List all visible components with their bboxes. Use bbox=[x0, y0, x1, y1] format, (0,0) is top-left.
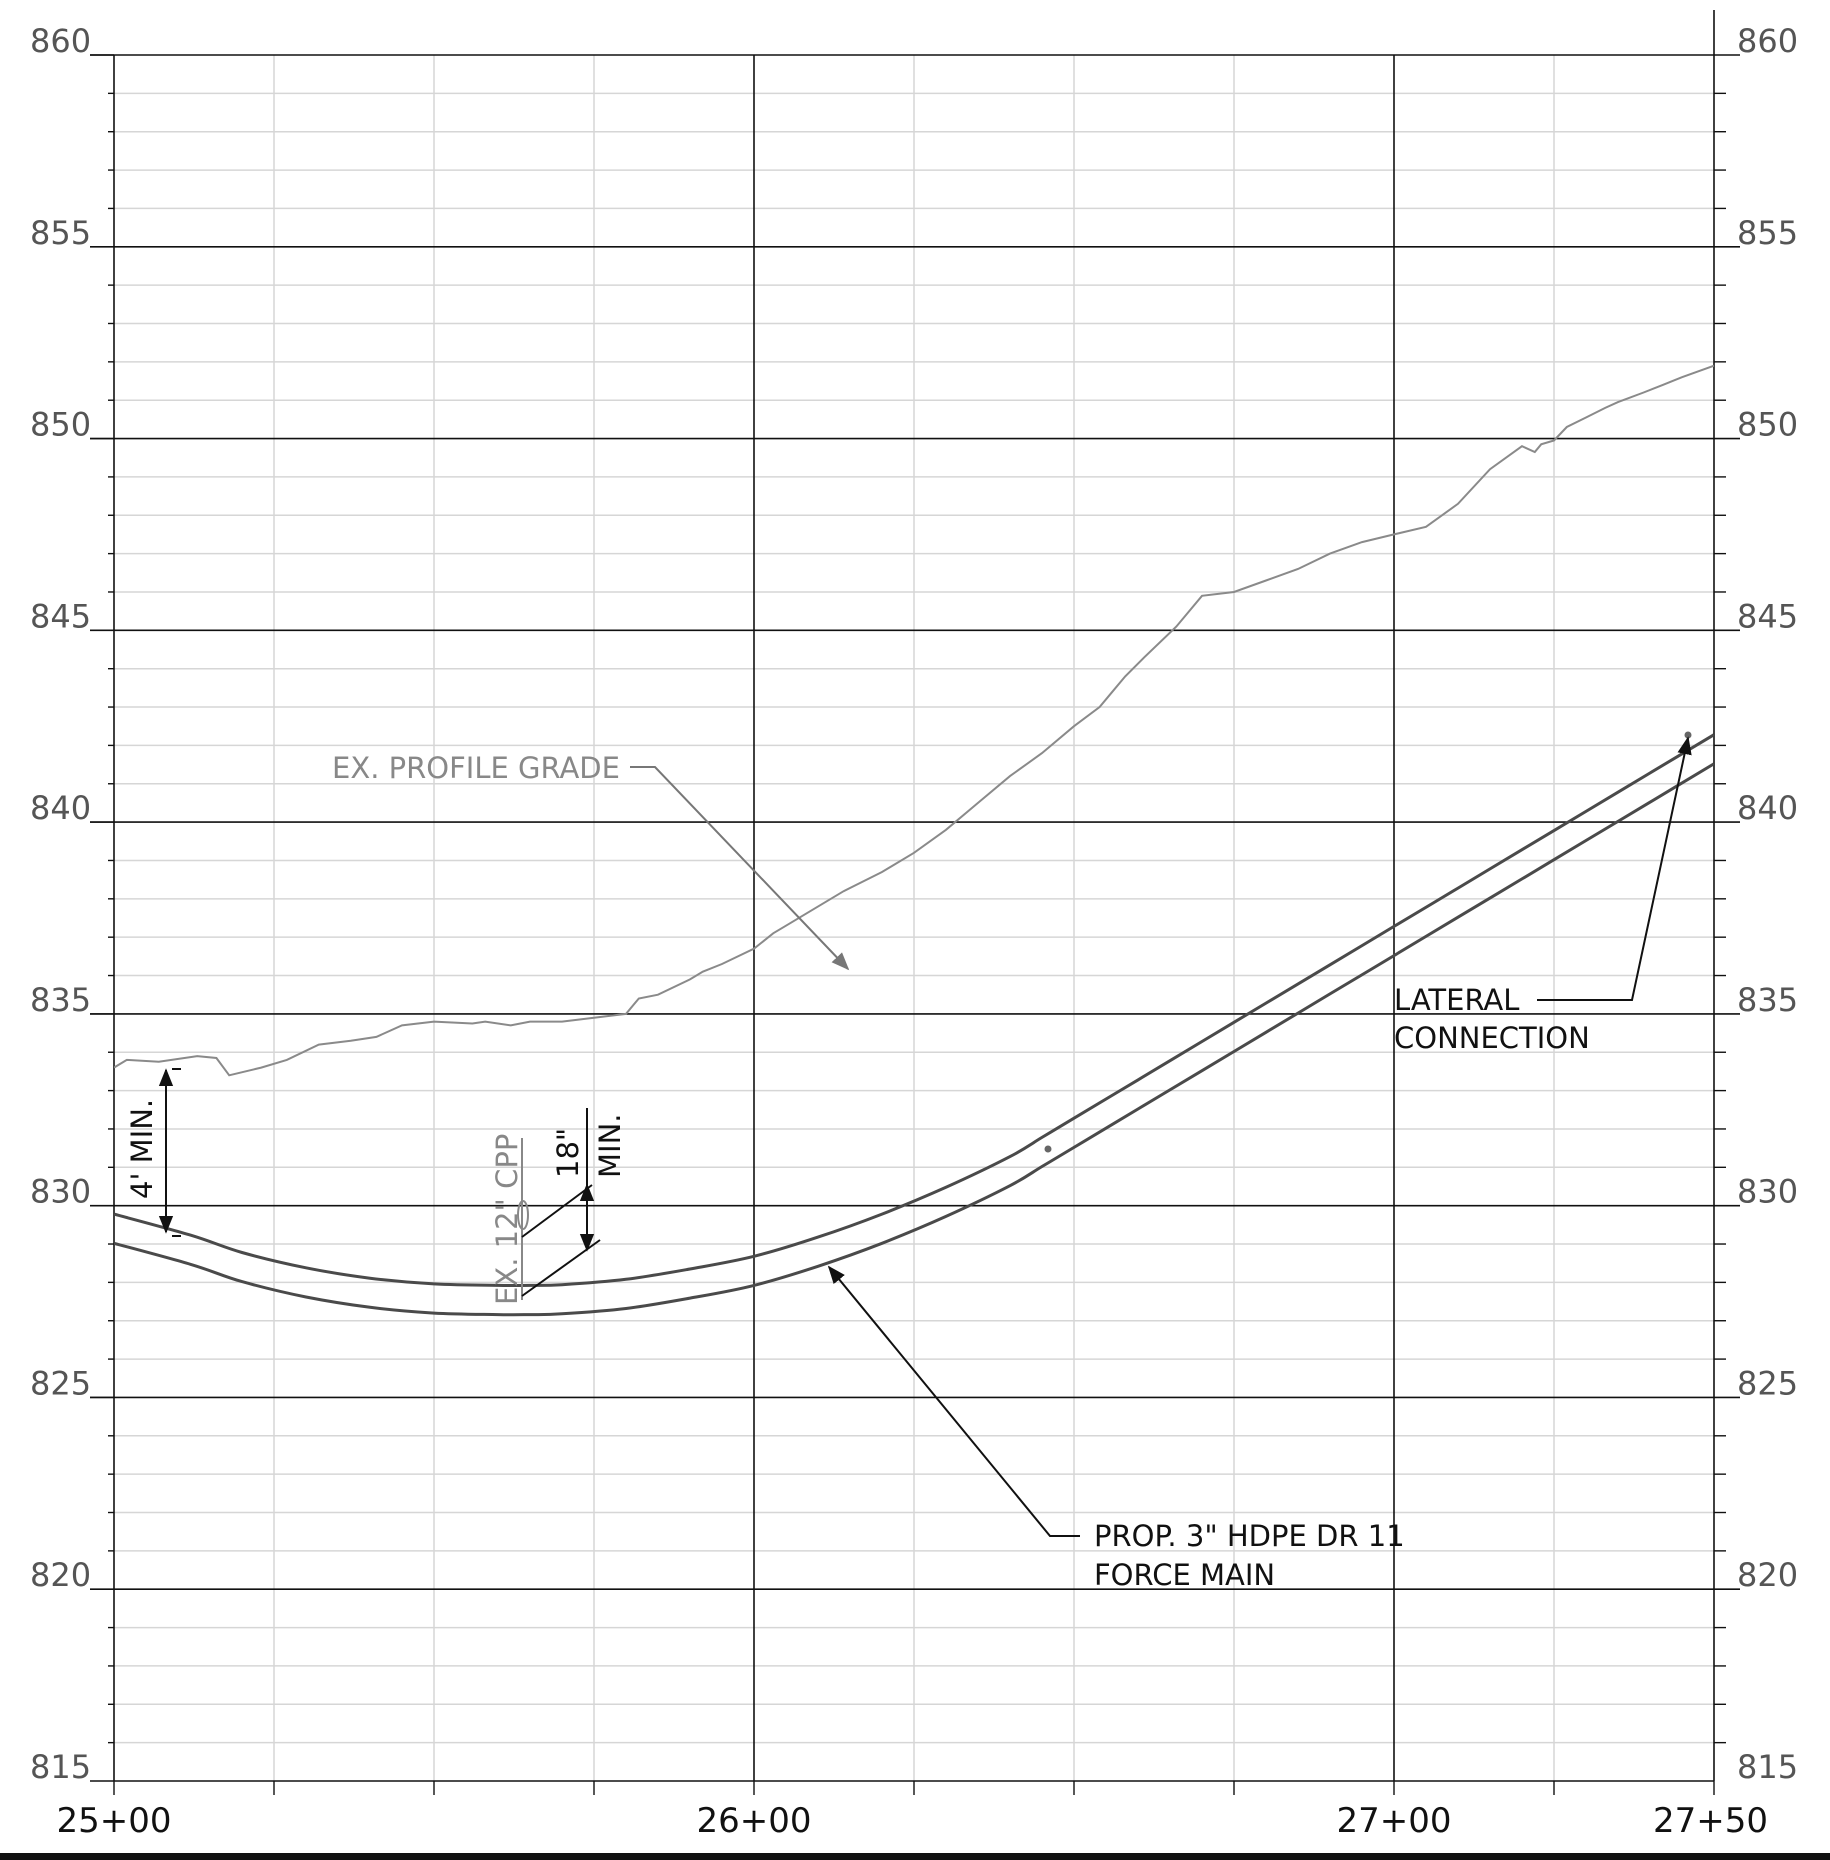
elevation-label-right: 830 bbox=[1737, 1173, 1798, 1211]
elevation-label-left: 855 bbox=[30, 214, 91, 252]
elevation-label-right: 855 bbox=[1737, 214, 1798, 252]
ex-culvert-label: EX. 12" CPP bbox=[490, 1134, 524, 1305]
existing-ground-profile bbox=[114, 364, 1714, 1077]
elevation-label-left: 835 bbox=[30, 981, 91, 1019]
ex-profile-grade-label: EX. PROFILE GRADE bbox=[332, 751, 620, 785]
ex-culvert-symbol bbox=[517, 1200, 529, 1230]
station-label: 27+00 bbox=[1336, 1801, 1451, 1841]
elevation-labels: 860 860 855 855 850 850 845 845 840 840 835 835 830 8… bbox=[30, 22, 1798, 1786]
elevation-label-left: 850 bbox=[30, 406, 91, 444]
elevation-label-left: 860 bbox=[30, 22, 91, 60]
elevation-label-left: 840 bbox=[30, 789, 91, 827]
minor-grid bbox=[114, 55, 1714, 1781]
elevation-label-left: 815 bbox=[30, 1748, 91, 1786]
elevation-label-right: 860 bbox=[1737, 22, 1798, 60]
separation-ext-upper bbox=[521, 1184, 593, 1238]
elevation-label-right: 835 bbox=[1737, 981, 1798, 1019]
elevation-label-left: 845 bbox=[30, 597, 91, 635]
min-cover-label: 4' MIN. bbox=[125, 1099, 159, 1199]
force-main-label-2: FORCE MAIN bbox=[1094, 1558, 1275, 1592]
elevation-label-right: 845 bbox=[1737, 597, 1798, 635]
elevation-label-right: 815 bbox=[1737, 1748, 1798, 1786]
force-main-top-wall bbox=[114, 733, 1714, 1288]
elevation-label-right: 840 bbox=[1737, 789, 1798, 827]
lateral-connection-label-2: CONNECTION bbox=[1394, 1021, 1590, 1055]
station-label: 26+00 bbox=[696, 1801, 811, 1841]
station-labels: 25+00 26+00 27+00 27+50 bbox=[56, 1801, 1768, 1841]
lateral-connection-leader bbox=[1537, 736, 1692, 1001]
major-grid bbox=[90, 10, 1740, 1782]
elevation-label-right: 820 bbox=[1737, 1556, 1798, 1594]
elevation-label-right: 850 bbox=[1737, 406, 1798, 444]
station-label: 25+00 bbox=[56, 1801, 171, 1841]
force-main-leader bbox=[827, 1265, 1080, 1537]
lateral-connection-mark bbox=[1684, 731, 1692, 739]
ex-profile-grade-leader bbox=[630, 766, 850, 971]
separation-value-label: 18" bbox=[551, 1128, 585, 1178]
elevation-label-left: 825 bbox=[30, 1364, 91, 1402]
lateral-connection-label-1: LATERAL bbox=[1394, 983, 1519, 1017]
station-label: 27+50 bbox=[1653, 1801, 1768, 1841]
separation-min-label: MIN. bbox=[593, 1114, 627, 1179]
force-main-bottom-wall bbox=[114, 762, 1714, 1317]
force-main-label-1: PROP. 3" HDPE DR 11 bbox=[1094, 1519, 1405, 1553]
separation-ext-lower bbox=[521, 1239, 601, 1297]
elevation-label-right: 825 bbox=[1737, 1364, 1798, 1402]
pipe-fitting-mark bbox=[1044, 1145, 1052, 1153]
axis-ticks bbox=[90, 54, 1726, 1795]
elevation-label-left: 830 bbox=[30, 1173, 91, 1211]
elevation-label-left: 820 bbox=[30, 1556, 91, 1594]
sheet-bottom-border bbox=[0, 1853, 1830, 1860]
